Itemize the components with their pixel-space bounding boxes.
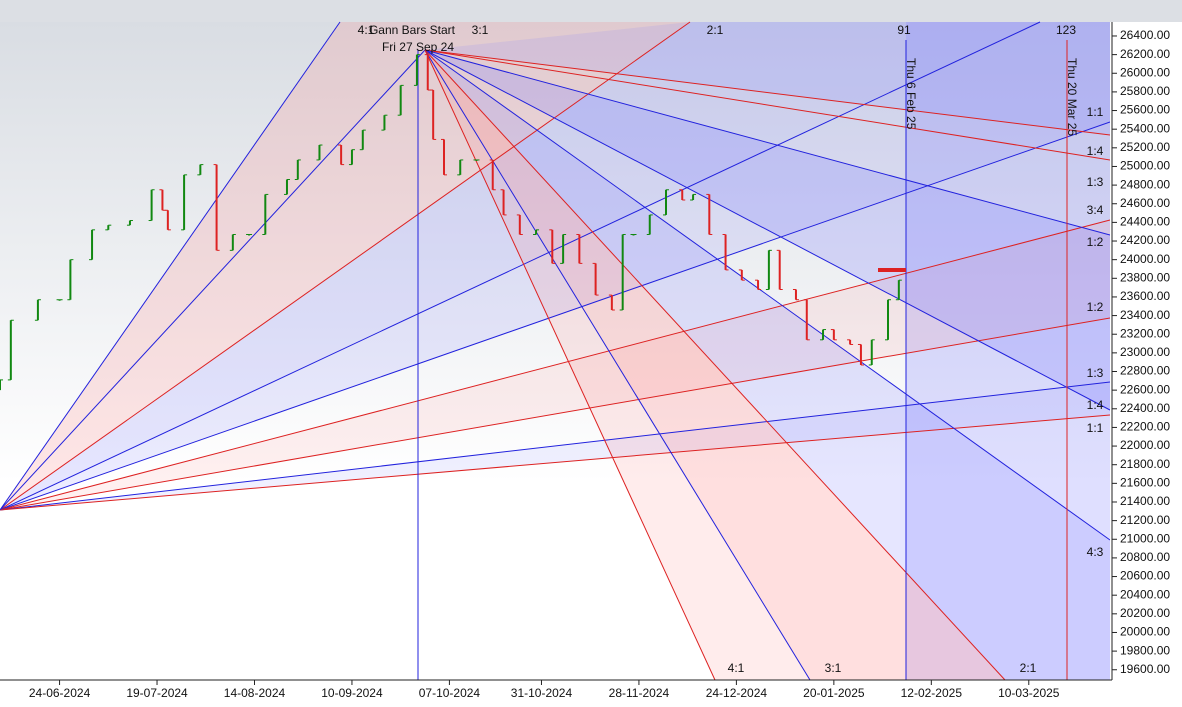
annotation: 1:4: [1087, 398, 1104, 412]
top-bar: [0, 0, 1182, 22]
y-tick-label: 24600.00: [1120, 196, 1170, 210]
annotation: 1:2: [1087, 235, 1104, 249]
annotation: Thu 6 Feb 25: [904, 58, 918, 130]
y-tick-label: 22600.00: [1120, 382, 1170, 396]
y-tick-label: 25200.00: [1120, 140, 1170, 154]
y-tick-label: 24000.00: [1120, 252, 1170, 266]
y-tick-label: 22200.00: [1120, 420, 1170, 434]
y-tick-label: 26000.00: [1120, 65, 1170, 79]
y-tick-label: 25800.00: [1120, 84, 1170, 98]
y-tick-label: 20400.00: [1120, 587, 1170, 601]
annotation: 4:1: [358, 23, 375, 37]
y-tick-label: 26200.00: [1120, 47, 1170, 61]
x-tick-label: 24-06-2024: [29, 686, 91, 700]
y-tick-label: 20800.00: [1120, 550, 1170, 564]
y-tick-label: 19600.00: [1120, 662, 1170, 676]
annotation: 1:3: [1087, 175, 1104, 189]
annotation: Thu 20 Mar 25: [1065, 58, 1079, 136]
y-axis-panel: [1110, 22, 1182, 707]
y-tick-label: 19800.00: [1120, 643, 1170, 657]
y-tick-label: 26400.00: [1120, 28, 1170, 42]
y-tick-label: 22000.00: [1120, 438, 1170, 452]
y-tick-label: 20600.00: [1120, 569, 1170, 583]
y-tick-label: 22400.00: [1120, 401, 1170, 415]
gann-fans: [0, 21, 1111, 681]
y-tick-label: 25600.00: [1120, 103, 1170, 117]
plot-background: [0, 22, 1110, 680]
y-tick-label: 21600.00: [1120, 476, 1170, 490]
y-tick-label: 21000.00: [1120, 531, 1170, 545]
annotation: 3:1: [472, 23, 489, 37]
y-tick-label: 23200.00: [1120, 326, 1170, 340]
y-tick-label: 23600.00: [1120, 289, 1170, 303]
y-tick-label: 22800.00: [1120, 364, 1170, 378]
x-tick-label: 20-01-2025: [803, 686, 865, 700]
y-tick-label: 24200.00: [1120, 233, 1170, 247]
y-tick-label: 21400.00: [1120, 494, 1170, 508]
y-tick-label: 23800.00: [1120, 270, 1170, 284]
y-tick-label: 21200.00: [1120, 513, 1170, 527]
y-tick-label: 20200.00: [1120, 606, 1170, 620]
annotation: 1:3: [1087, 366, 1104, 380]
annotation: 3:4: [1087, 203, 1104, 217]
annotation: 4:3: [1087, 545, 1104, 559]
x-tick-label: 10-09-2024: [321, 686, 383, 700]
x-tick-label: 12-02-2025: [901, 686, 963, 700]
y-tick-label: 25400.00: [1120, 121, 1170, 135]
x-tick-label: 28-11-2024: [609, 686, 670, 700]
annotation: 1:1: [1087, 421, 1104, 435]
x-tick-label: 31-10-2024: [511, 686, 573, 700]
y-tick-label: 24400.00: [1120, 215, 1170, 229]
annotation: 3:1: [825, 661, 842, 675]
annotation: 4:1: [728, 661, 745, 675]
annotation: 1:4: [1087, 144, 1104, 158]
annotation: 2:1: [1020, 661, 1037, 675]
annotation: 123: [1056, 23, 1076, 37]
y-tick-label: 23000.00: [1120, 345, 1170, 359]
x-axis-panel: [0, 680, 1110, 707]
annotation: 1:1: [1087, 105, 1104, 119]
annotation: 2:1: [707, 23, 724, 37]
x-tick-label: 10-03-2025: [998, 686, 1060, 700]
y-tick-label: 20000.00: [1120, 625, 1170, 639]
x-tick-label: 14-08-2024: [224, 686, 286, 700]
annotation: Gann Bars Start: [369, 23, 456, 37]
y-tick-label: 23400.00: [1120, 308, 1170, 322]
y-tick-label: 25000.00: [1120, 159, 1170, 173]
annotation: Fri 27 Sep 24: [382, 40, 454, 54]
y-tick-label: 24800.00: [1120, 177, 1170, 191]
y-tick-label: 21800.00: [1120, 457, 1170, 471]
x-tick-label: 07-10-2024: [419, 686, 481, 700]
x-tick-label: 19-07-2024: [126, 686, 188, 700]
annotation: 1:2: [1087, 300, 1104, 314]
x-tick-label: 24-12-2024: [706, 686, 768, 700]
annotation: 91: [897, 23, 911, 37]
